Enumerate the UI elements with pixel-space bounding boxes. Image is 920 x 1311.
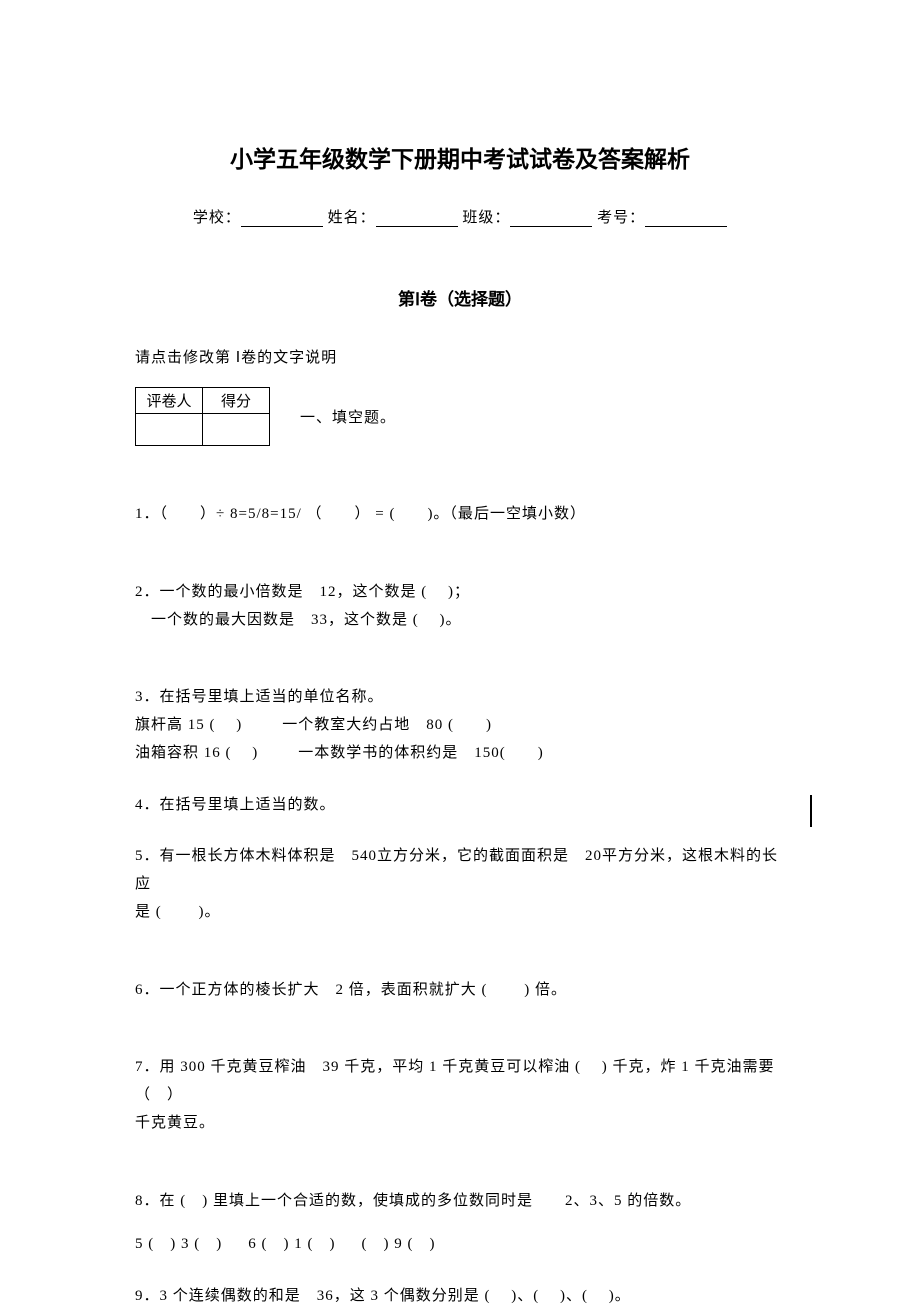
question-3: 3．在括号里填上适当的单位名称。 旗杆高 15 ( ) 一个教室大约占地 80 (… <box>135 684 785 767</box>
q3-l3-part2: 一本数学书的体积约是 150( ) <box>298 745 544 761</box>
q2-line1: 2．一个数的最小倍数是 12，这个数是 ( )； <box>135 579 785 607</box>
question-6: 6．一个正方体的棱长扩大 2 倍，表面积就扩大 ( ) 倍。 <box>135 977 785 1005</box>
q3-l2-part1: 旗杆高 15 ( ) <box>135 717 242 733</box>
class-label: 班级： <box>462 210 510 226</box>
name-blank <box>376 226 458 227</box>
school-label: 学校： <box>193 210 241 226</box>
q7-line3: 千克黄豆。 <box>135 1110 785 1138</box>
q7-line2: （ ） <box>135 1082 785 1110</box>
question-7: 7．用 300 千克黄豆榨油 39 千克，平均 1 千克黄豆可以榨油 ( ) 千… <box>135 1054 785 1137</box>
section-instruction: 请点击修改第 Ⅰ卷的文字说明 <box>135 346 785 367</box>
student-info-line: 学校： 姓名： 班级： 考号： <box>135 206 785 227</box>
scorer-table: 评卷人 得分 <box>135 387 270 446</box>
q2-line2: 一个数的最大因数是 33，这个数是 ( )。 <box>135 607 785 635</box>
q3-line3: 油箱容积 16 ( ) 一本数学书的体积约是 150( ) <box>135 740 785 768</box>
exam-no-label: 考号： <box>597 210 645 226</box>
fill-blank-section-label: 一、填空题。 <box>300 406 396 427</box>
question-5: 5．有一根长方体木料体积是 540立方分米，它的截面面积是 20平方分米，这根木… <box>135 843 785 926</box>
name-label: 姓名： <box>328 210 376 226</box>
scorer-header-2: 得分 <box>203 388 270 414</box>
right-bracket-mark <box>810 795 812 827</box>
exam-no-blank <box>645 226 727 227</box>
q8-l2-part3: ( ) 9 ( ) <box>361 1236 435 1252</box>
exam-title: 小学五年级数学下册期中考试试卷及答案解析 <box>135 140 785 174</box>
scorer-cell-1 <box>136 414 203 446</box>
scorer-header-1: 评卷人 <box>136 388 203 414</box>
question-1: 1．（ ）÷ 8=5/8=15/ （ ） = ( )。（最后一空填小数） <box>135 501 785 529</box>
scorer-cell-2 <box>203 414 270 446</box>
q5-line1: 5．有一根长方体木料体积是 540立方分米，它的截面面积是 20平方分米，这根木… <box>135 843 785 899</box>
q3-line2: 旗杆高 15 ( ) 一个教室大约占地 80 ( ) <box>135 712 785 740</box>
scorer-row: 评卷人 得分 一、填空题。 <box>135 387 785 446</box>
q3-l2-part2: 一个教室大约占地 80 ( ) <box>282 717 492 733</box>
q8-l2-part1: 5 ( ) 3 ( ) <box>135 1236 222 1252</box>
question-9: 9．3 个连续偶数的和是 36，这 3 个偶数分别是 ( )、( )、( )。 <box>135 1283 785 1311</box>
question-4: 4．在括号里填上适当的数。 <box>135 792 785 820</box>
section-1-header: 第Ⅰ卷（选择题） <box>135 285 785 310</box>
question-8: 8．在 ( ) 里填上一个合适的数，使填成的多位数同时是 2、3、5 的倍数。 … <box>135 1188 785 1260</box>
q8-line1: 8．在 ( ) 里填上一个合适的数，使填成的多位数同时是 2、3、5 的倍数。 <box>135 1188 785 1216</box>
q3-line1: 3．在括号里填上适当的单位名称。 <box>135 684 785 712</box>
school-blank <box>241 226 323 227</box>
question-2: 2．一个数的最小倍数是 12，这个数是 ( )； 一个数的最大因数是 33，这个… <box>135 579 785 635</box>
q8-l2-part2: 6 ( ) 1 ( ) <box>248 1236 335 1252</box>
q7-line1: 7．用 300 千克黄豆榨油 39 千克，平均 1 千克黄豆可以榨油 ( ) 千… <box>135 1054 785 1082</box>
q3-l3-part1: 油箱容积 16 ( ) <box>135 745 258 761</box>
q8-line2: 5 ( ) 3 ( ) 6 ( ) 1 ( ) ( ) 9 ( ) <box>135 1231 785 1259</box>
class-blank <box>510 226 592 227</box>
q5-line2: 是 ( )。 <box>135 899 785 927</box>
